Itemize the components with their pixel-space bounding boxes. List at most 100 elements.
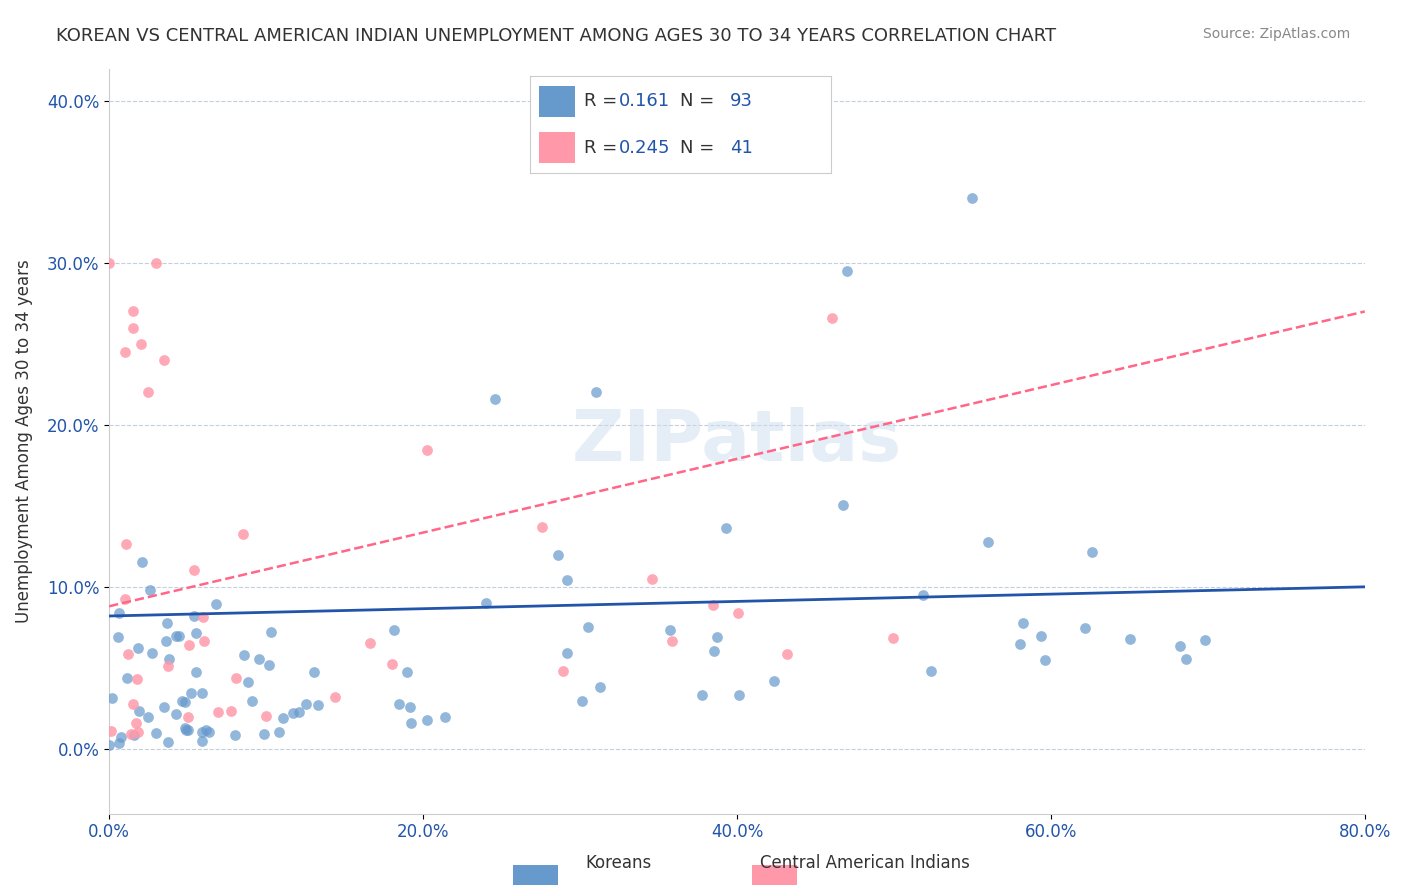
Point — [157, 659, 180, 673]
Point — [120, 727, 142, 741]
Point — [247, 652, 270, 666]
Point — [129, 337, 152, 351]
Point — [145, 726, 167, 740]
Point — [107, 630, 129, 644]
Point — [100, 724, 122, 739]
Point — [191, 724, 214, 739]
Point — [585, 385, 607, 400]
Point — [152, 699, 174, 714]
Point — [108, 606, 131, 620]
Point — [117, 647, 139, 661]
Point — [530, 520, 553, 534]
Y-axis label: Unemployment Among Ages 30 to 34 years: Unemployment Among Ages 30 to 34 years — [15, 260, 32, 623]
Point — [191, 733, 214, 747]
Point — [273, 711, 295, 725]
Point — [184, 626, 207, 640]
Text: KOREAN VS CENTRAL AMERICAN INDIAN UNEMPLOYMENT AMONG AGES 30 TO 34 YEARS CORRELA: KOREAN VS CENTRAL AMERICAN INDIAN UNEMPL… — [56, 27, 1056, 45]
Point — [1010, 637, 1032, 651]
Point — [254, 709, 277, 723]
Point — [165, 629, 187, 643]
Point — [281, 706, 304, 720]
Point — [641, 572, 664, 586]
Point — [138, 385, 160, 400]
Point — [1029, 629, 1052, 643]
Point — [962, 191, 984, 205]
Point — [114, 345, 136, 359]
Point — [122, 728, 145, 742]
Point — [165, 707, 187, 722]
Point — [294, 697, 316, 711]
Point — [157, 652, 180, 666]
Text: ZIPatlas: ZIPatlas — [572, 407, 903, 475]
Point — [207, 706, 229, 720]
Point — [835, 264, 858, 278]
Point — [727, 607, 749, 621]
Point — [115, 536, 138, 550]
Point — [232, 648, 254, 663]
Point — [690, 688, 713, 702]
Point — [395, 665, 418, 680]
Point — [416, 714, 439, 728]
Point — [127, 724, 149, 739]
Point — [661, 633, 683, 648]
Point — [141, 646, 163, 660]
Point — [714, 521, 737, 535]
Point — [776, 647, 799, 661]
Point — [193, 633, 215, 648]
Point — [177, 723, 200, 738]
Point — [121, 304, 143, 318]
Point — [706, 631, 728, 645]
Point — [257, 657, 280, 672]
Point — [589, 680, 612, 694]
Point — [173, 721, 195, 735]
Point — [125, 716, 148, 731]
Point — [107, 736, 129, 750]
Point — [198, 724, 221, 739]
Text: Koreans: Koreans — [585, 855, 652, 872]
Point — [186, 665, 208, 679]
Point — [553, 664, 575, 678]
Point — [224, 728, 246, 742]
Point — [703, 644, 725, 658]
Point — [547, 548, 569, 562]
Point — [831, 498, 853, 512]
Point — [658, 623, 681, 637]
Point — [576, 620, 599, 634]
Point — [474, 596, 496, 610]
Point — [180, 686, 202, 700]
Point — [882, 631, 904, 645]
Text: Source: ZipAtlas.com: Source: ZipAtlas.com — [1202, 27, 1350, 41]
Point — [240, 694, 263, 708]
Point — [977, 535, 1000, 549]
Point — [725, 159, 748, 173]
Point — [167, 629, 190, 643]
Point — [183, 563, 205, 577]
Point — [145, 256, 167, 270]
Point — [170, 694, 193, 708]
Point — [156, 615, 179, 630]
Point — [1168, 639, 1191, 653]
Point — [121, 320, 143, 334]
Point — [381, 657, 404, 672]
Point — [98, 256, 121, 270]
Point — [911, 588, 934, 602]
Point — [138, 710, 160, 724]
Point — [219, 704, 242, 718]
Point — [236, 674, 259, 689]
Point — [1174, 651, 1197, 665]
Point — [399, 716, 422, 731]
Point — [232, 527, 254, 541]
Point — [288, 705, 311, 719]
Point — [555, 574, 578, 588]
Point — [128, 704, 150, 718]
Text: Central American Indians: Central American Indians — [759, 855, 970, 872]
Point — [173, 695, 195, 709]
Point — [416, 443, 439, 458]
Point — [259, 625, 281, 640]
Point — [267, 725, 290, 739]
Point — [155, 633, 177, 648]
Point — [821, 310, 844, 325]
Point — [555, 646, 578, 660]
Point — [115, 671, 138, 685]
Point — [1033, 653, 1056, 667]
